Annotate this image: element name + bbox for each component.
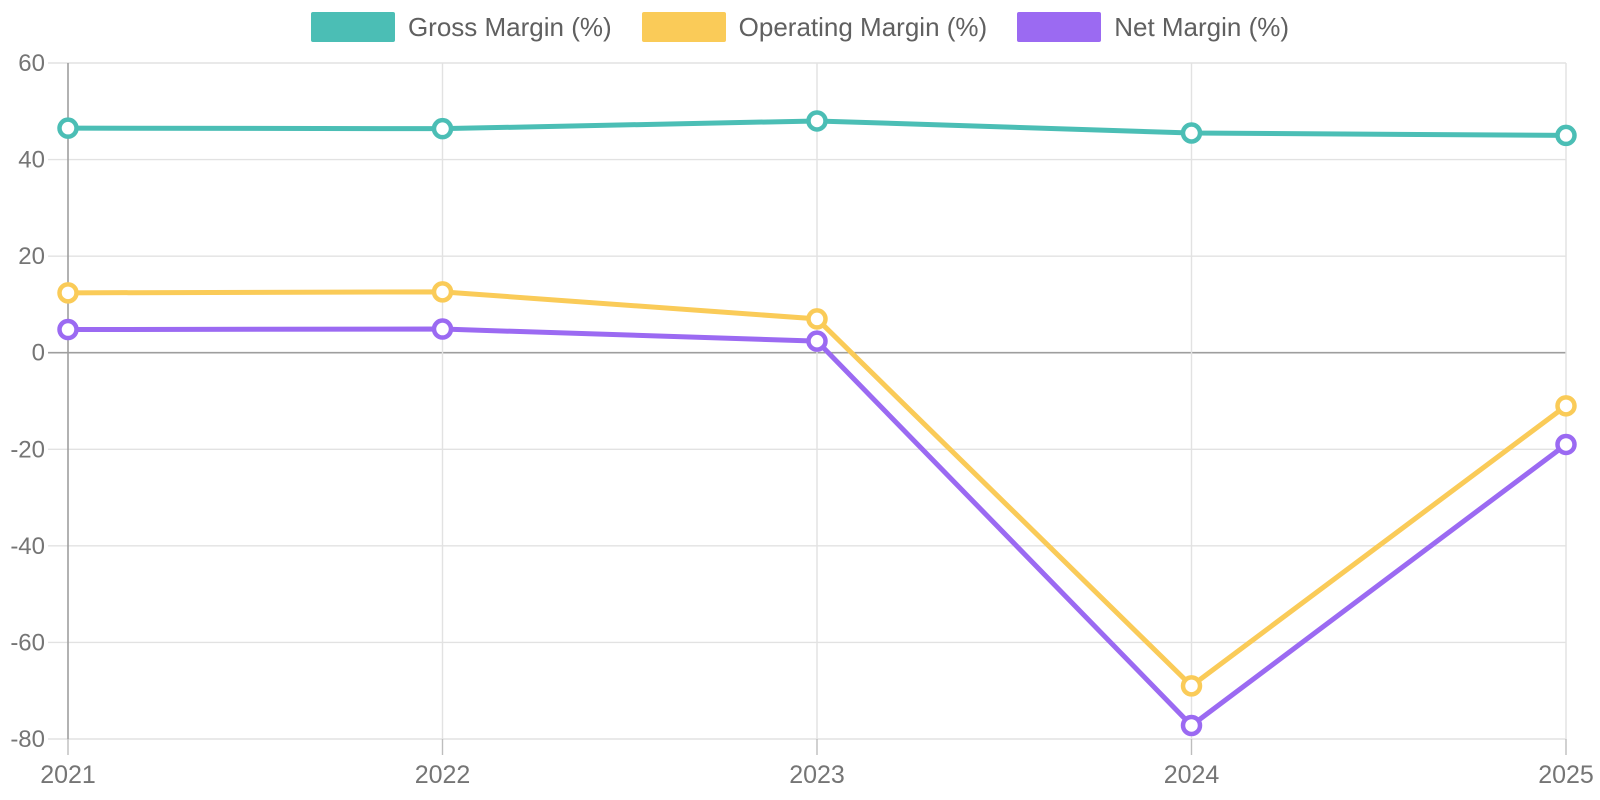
data-point-marker[interactable] (1180, 675, 1203, 697)
x-axis-tick-label: 2023 (789, 761, 845, 789)
legend-label-gross-margin: Gross Margin (%) (407, 12, 612, 42)
y-axis-tick-label: 60 (18, 50, 45, 77)
y-axis-tick-label: -20 (10, 436, 45, 463)
data-point-marker[interactable] (431, 318, 454, 340)
net-margin-swatch (1017, 12, 1102, 42)
data-point-marker[interactable] (806, 308, 828, 330)
legend-label-operating-margin: Operating Margin (%) (738, 12, 988, 42)
y-axis-tick-label: -80 (10, 726, 45, 753)
y-axis-tick-label: 40 (18, 147, 45, 174)
x-axis-tick-label: 2022 (415, 761, 471, 789)
operating-margin-swatch (641, 12, 726, 42)
legend-item-gross-margin[interactable]: Gross Margin (%) (310, 12, 612, 42)
x-axis-tick-label: 2024 (1164, 761, 1220, 789)
y-axis-tick-label: -40 (10, 533, 45, 560)
x-axis-tick-label: 2021 (40, 761, 96, 789)
data-point-marker[interactable] (1555, 433, 1577, 456)
data-point-marker[interactable] (57, 282, 79, 304)
chart-legend: Gross Margin (%) Operating Margin (%) Ne… (0, 12, 1600, 42)
y-axis-tick-label: 0 (32, 340, 45, 367)
data-point-marker[interactable] (1180, 122, 1203, 144)
data-point-marker[interactable] (1555, 124, 1577, 147)
data-point-marker[interactable] (806, 330, 828, 352)
data-point-marker[interactable] (431, 281, 454, 303)
data-point-marker[interactable] (57, 318, 79, 341)
data-point-marker[interactable] (1555, 395, 1577, 417)
data-point-marker[interactable] (431, 117, 454, 140)
data-point-marker[interactable] (1180, 714, 1203, 737)
data-point-marker[interactable] (57, 117, 79, 139)
legend-item-operating-margin[interactable]: Operating Margin (%) (641, 12, 988, 42)
legend-label-net-margin: Net Margin (%) (1114, 12, 1290, 42)
gross-margin-swatch (310, 12, 395, 42)
y-axis-tick-label: -60 (10, 629, 45, 656)
x-axis-tick-label: 2025 (1538, 761, 1594, 789)
y-axis-tick-label: 20 (18, 243, 45, 270)
data-point-marker[interactable] (806, 110, 828, 132)
legend-item-net-margin[interactable]: Net Margin (%) (1017, 12, 1289, 42)
